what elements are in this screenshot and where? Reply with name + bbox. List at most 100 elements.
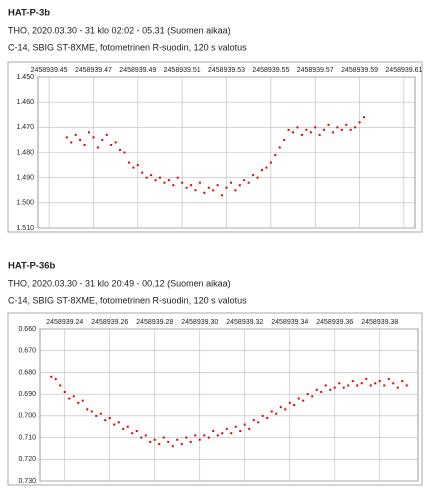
data-point — [302, 399, 305, 402]
data-point — [81, 399, 84, 402]
data-point — [333, 386, 336, 389]
data-point — [383, 384, 386, 387]
data-point — [167, 179, 170, 182]
data-point — [314, 126, 317, 129]
data-point — [293, 404, 296, 406]
data-point — [327, 123, 330, 126]
data-point — [336, 126, 339, 129]
data-point — [347, 384, 350, 387]
header-line: THO, 2020.03.30 - 31 klo 20:49 - 00.12 (… — [8, 278, 231, 288]
data-point — [296, 126, 299, 129]
data-point — [387, 377, 390, 380]
x-tick-label: 2458939.30 — [181, 319, 218, 326]
data-point — [117, 421, 120, 424]
data-point — [203, 434, 206, 437]
data-point — [92, 136, 95, 139]
data-point — [203, 191, 206, 194]
x-tick-label: 2458939.53 — [208, 67, 245, 74]
data-point — [185, 186, 188, 189]
data-point — [266, 417, 269, 420]
x-tick-label: 2458939.61 — [385, 67, 422, 74]
x-tick-label: 2458939.26 — [91, 319, 128, 326]
data-point — [360, 382, 363, 385]
y-tick-label: 1.470 — [16, 124, 34, 131]
data-point — [338, 382, 341, 385]
data-point — [354, 126, 357, 129]
data-point — [230, 432, 233, 435]
data-point — [207, 436, 210, 439]
data-point — [265, 166, 268, 169]
x-tick-label: 2458939.59 — [341, 67, 378, 74]
data-point — [288, 401, 291, 404]
data-point — [351, 380, 354, 383]
x-tick-label: 2458939.36 — [316, 319, 353, 326]
data-point — [356, 384, 359, 387]
data-point — [252, 174, 255, 177]
data-point — [362, 116, 365, 119]
y-tick-label: 0.720 — [18, 456, 36, 463]
data-point — [212, 189, 215, 192]
data-point — [221, 194, 224, 197]
data-point — [132, 166, 135, 169]
data-point — [176, 438, 179, 441]
data-point — [72, 395, 75, 398]
x-tick-label: 2458939.38 — [361, 319, 398, 326]
y-tick-label: 0.690 — [18, 391, 36, 398]
data-point — [305, 128, 308, 131]
header-line: C-14, SBIG ST-8XME, fotometrinen R-suodi… — [8, 295, 247, 305]
data-point — [225, 427, 228, 430]
y-tick-label: 1.460 — [16, 99, 34, 106]
data-point — [349, 128, 352, 131]
heading: HAT-P-36b — [8, 261, 56, 272]
data-point — [86, 408, 89, 411]
data-point — [122, 427, 125, 430]
header-line: THO, 2020.03.30 - 31 klo 02:02 - 05.31 (… — [8, 25, 231, 35]
data-point — [405, 384, 408, 387]
data-point — [238, 184, 241, 187]
data-point — [123, 151, 126, 154]
data-point — [108, 417, 111, 420]
data-point — [229, 181, 232, 184]
x-tick-label: 2458939.34 — [271, 319, 308, 326]
data-point — [284, 408, 287, 411]
data-point — [104, 419, 107, 422]
data-point — [274, 154, 277, 157]
y-tick-label: 1.480 — [16, 149, 34, 156]
data-point — [68, 397, 71, 400]
data-point — [140, 436, 143, 439]
data-point — [162, 436, 165, 439]
data-point — [340, 128, 343, 131]
data-point — [63, 390, 66, 393]
data-point — [345, 123, 348, 126]
data-point — [96, 146, 99, 149]
data-point — [252, 419, 255, 422]
data-point — [54, 377, 57, 380]
data-point — [145, 176, 148, 179]
data-point — [239, 430, 242, 433]
data-point — [99, 412, 102, 415]
data-point — [306, 393, 309, 396]
data-point — [114, 141, 117, 144]
data-point — [207, 186, 210, 189]
data-point — [154, 179, 157, 182]
data-point — [127, 161, 130, 164]
data-point — [309, 131, 312, 134]
data-point — [378, 380, 381, 383]
data-point — [256, 176, 259, 179]
data-point — [119, 148, 122, 151]
data-point — [185, 436, 188, 439]
data-point — [257, 421, 260, 424]
data-point — [318, 133, 321, 136]
data-point — [234, 425, 237, 428]
data-point — [329, 388, 332, 391]
data-point — [105, 133, 108, 136]
data-point — [248, 427, 251, 430]
data-point — [163, 181, 166, 184]
data-point — [275, 412, 278, 415]
data-point — [342, 386, 345, 389]
data-point — [141, 171, 144, 174]
x-tick-label: 2458939.28 — [136, 319, 173, 326]
data-point — [365, 377, 368, 380]
data-point — [311, 395, 314, 398]
